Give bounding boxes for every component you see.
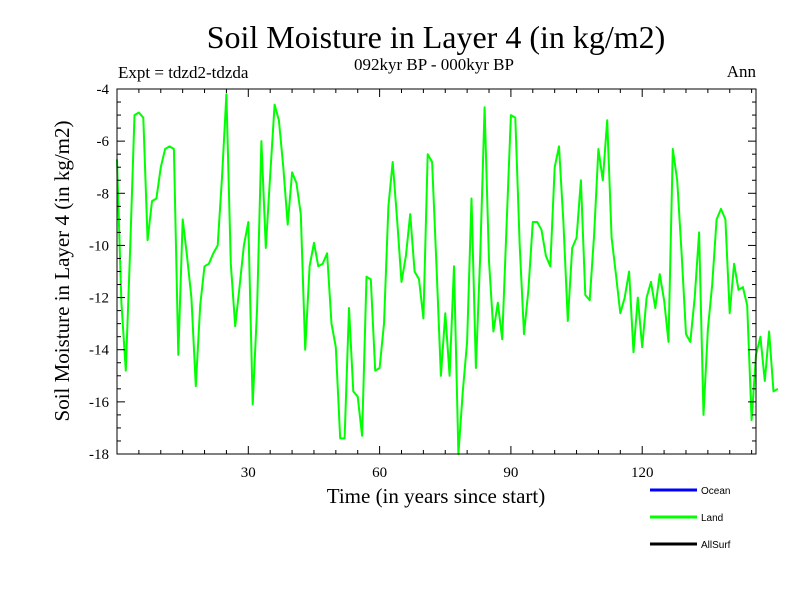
y-tick-label: -16 [89, 395, 109, 411]
legend-label-land: Land [701, 513, 723, 524]
y-axis-label: Soil Moisture in Layer 4 (in kg/m2) [50, 121, 74, 422]
x-axis-label: Time (in years since start) [327, 484, 546, 508]
season-label: Ann [727, 62, 757, 81]
y-tick-label: -18 [89, 447, 109, 463]
x-tick-label: 90 [503, 465, 518, 481]
x-tick-label: 30 [241, 465, 256, 481]
legend-label-ocean: Ocean [701, 486, 730, 497]
axis-ticks: -18 -16 -14 -12 -10 -8 -6 -4 30 60 90 120 [89, 82, 756, 481]
plot-data-layer [116, 93, 779, 455]
y-tick-label: -8 [97, 186, 110, 202]
y-tick-label: -10 [89, 238, 109, 254]
y-tick-label: -14 [89, 343, 109, 359]
legend-label-allsurf: AllSurf [701, 540, 731, 551]
x-tick-label: 120 [631, 465, 654, 481]
experiment-label: Expt = tdzd2-tdzda [118, 63, 249, 82]
chart-subtitle: 092kyr BP - 000kyr BP [354, 55, 514, 74]
x-tick-label: 60 [372, 465, 387, 481]
series-line-land [116, 93, 779, 455]
y-tick-label: -6 [97, 134, 110, 150]
y-tick-label: -12 [89, 291, 109, 307]
chart-title: Soil Moisture in Layer 4 (in kg/m2) [207, 19, 666, 55]
y-tick-label: -4 [97, 82, 110, 98]
legend: Ocean Land AllSurf [650, 486, 731, 551]
